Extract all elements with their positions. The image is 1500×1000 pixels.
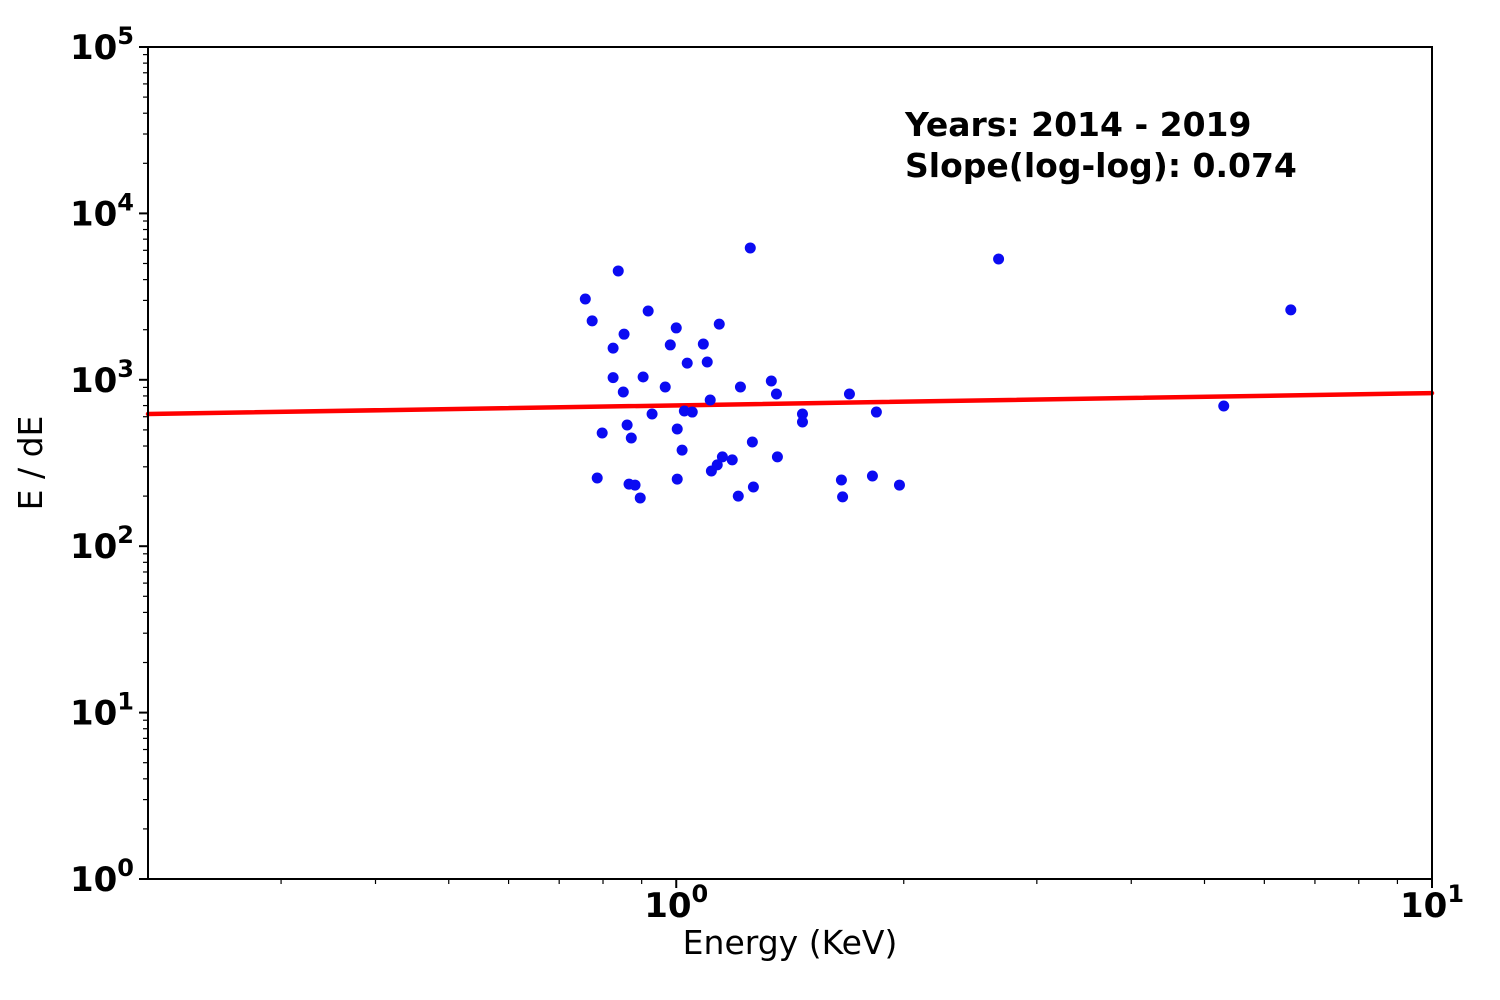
scatter-point [686, 406, 698, 418]
scatter-point [744, 242, 756, 254]
scatter-point [670, 322, 682, 334]
scatter-point [746, 436, 758, 448]
scatter-point [625, 432, 637, 444]
scatter-point [734, 381, 746, 393]
regression-line [145, 390, 1435, 417]
scatter-point [629, 479, 641, 491]
scatter-point [671, 473, 683, 485]
scatter-point [701, 356, 713, 368]
annotation-slope: Slope(log-log): 0.074 [905, 146, 1297, 185]
plot-frame [147, 46, 1433, 880]
scatter-point [579, 293, 591, 305]
scatter-point [771, 451, 783, 463]
scatter-point [591, 472, 603, 484]
scatter-point [835, 474, 847, 486]
scatter-layer [579, 242, 1297, 504]
scatter-point [607, 342, 619, 354]
scatter-point [681, 357, 693, 369]
scatter-point [893, 479, 905, 491]
x-tick-label: 100 [644, 880, 708, 926]
x-axis-label: Energy (KeV) [683, 923, 898, 962]
scatter-point [837, 491, 849, 503]
scatter-point [697, 338, 709, 350]
scatter-point [843, 388, 855, 400]
scatter-point [1218, 400, 1230, 412]
scatter-point [659, 381, 671, 393]
y-tick-label: 103 [70, 355, 134, 401]
scatter-point [612, 265, 624, 277]
scatter-point [732, 490, 744, 502]
scatter-point [716, 451, 728, 463]
x-tick-label: 101 [1400, 880, 1464, 926]
y-tick-label: 105 [70, 22, 134, 68]
scatter-point [664, 339, 676, 351]
ticks-layer: 100 101 100 101 102 103 104 105 [70, 22, 1464, 926]
scatter-point [765, 375, 777, 387]
scatter-point [642, 305, 654, 317]
scatter-point [993, 253, 1005, 265]
fit-line-layer [145, 390, 1435, 417]
scatter-point [711, 459, 723, 471]
scatter-point [646, 408, 658, 420]
scatter-point [796, 408, 808, 420]
scatter-point [1285, 304, 1297, 316]
scatter-point [796, 416, 808, 428]
scatter-point [637, 371, 649, 383]
y-axis-label: E / dE [11, 416, 50, 511]
scatter-point [747, 481, 759, 493]
annotation-years: Years: 2014 - 2019 [904, 105, 1251, 144]
scatter-point [676, 444, 688, 456]
scatter-point [634, 492, 646, 504]
scatter-point [704, 394, 716, 406]
scatter-point [618, 328, 630, 340]
scatter-point [617, 386, 629, 398]
scatter-point [596, 427, 608, 439]
scatter-point [726, 454, 738, 466]
y-tick-label: 100 [70, 854, 134, 900]
scatter-point [770, 388, 782, 400]
scatter-point [870, 406, 882, 418]
scatter-point [713, 318, 725, 330]
scatter-point [607, 372, 619, 384]
scatter-point [866, 470, 878, 482]
y-tick-label: 101 [70, 688, 134, 734]
y-tick-label: 102 [70, 521, 134, 567]
scatter-point [586, 315, 598, 327]
scatter-point [671, 423, 683, 435]
y-tick-label: 104 [70, 188, 134, 234]
scatter-point [621, 419, 633, 431]
